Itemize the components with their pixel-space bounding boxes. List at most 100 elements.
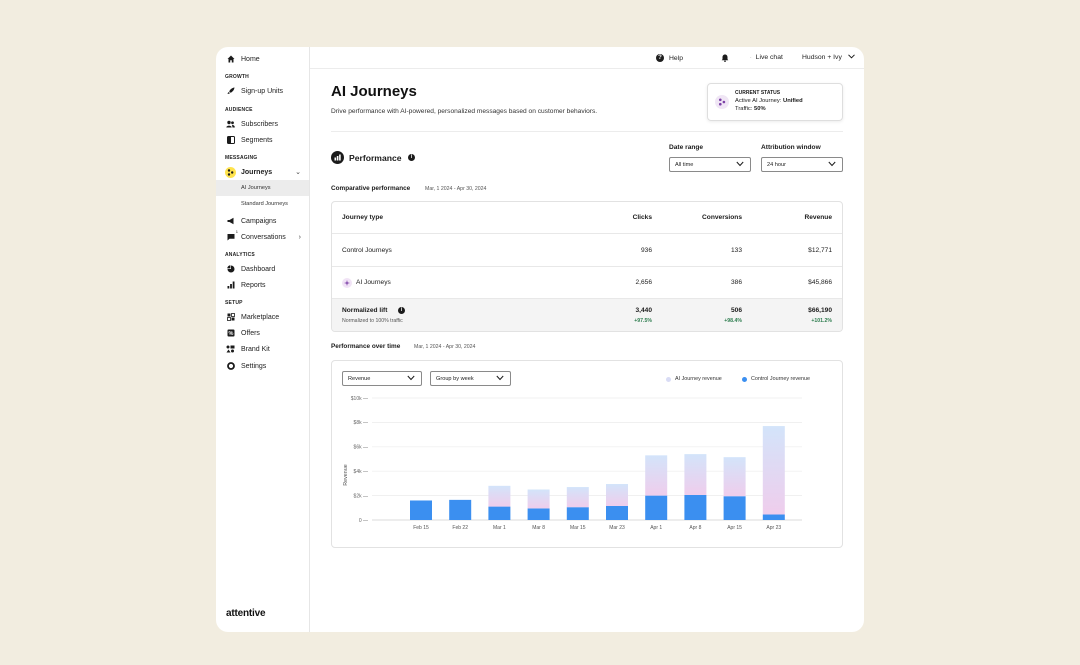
bar-control-7[interactable] xyxy=(684,494,707,520)
conversations-badge: 1 xyxy=(235,228,238,234)
normalized-lift-sub: Normalized to 100% traffic xyxy=(342,318,403,324)
sidebar-item-campaigns[interactable]: Campaigns xyxy=(216,213,309,229)
bar-control-5[interactable] xyxy=(606,505,628,520)
legend-swatch-ai xyxy=(666,376,671,382)
sidebar-item-home[interactable]: Home xyxy=(216,51,309,67)
x-tick-label: Apr 23 xyxy=(766,525,781,531)
bar-control-8[interactable] xyxy=(723,496,746,520)
offer-icon: % xyxy=(226,329,235,338)
status-active-prefix: Active AI Journey: xyxy=(735,98,784,104)
sidebar-item-label: Journeys xyxy=(241,168,273,176)
status-traffic-value: 50% xyxy=(754,106,766,112)
group-by-value: Group by week xyxy=(436,375,474,382)
group-by-select[interactable]: Group by week xyxy=(430,371,511,386)
x-tick-label: Mar 23 xyxy=(609,525,625,531)
help-button[interactable]: ? Help xyxy=(656,54,683,62)
chevron-down-icon[interactable]: ⌄ xyxy=(295,169,301,176)
sidebar-item-segments[interactable]: Segments xyxy=(216,132,309,148)
y-tick-label: $6k — xyxy=(354,445,368,451)
live-chat-button[interactable]: · Live chat xyxy=(750,54,783,61)
gear-icon xyxy=(226,362,235,371)
brand-logo: attentive xyxy=(226,608,266,619)
users-icon xyxy=(226,120,235,129)
grid-icon xyxy=(226,313,235,322)
x-tick-label: Apr 1 xyxy=(650,525,662,531)
sidebar-item-conversations[interactable]: 1 Conversations › xyxy=(216,229,309,245)
bar-control-3[interactable] xyxy=(527,508,550,520)
sidebar-item-marketplace[interactable]: Marketplace xyxy=(216,309,309,325)
performance-over-time-date: Mar, 1 2024 - Apr 30, 2024 xyxy=(414,344,476,350)
bar-control-0[interactable] xyxy=(410,500,432,520)
comparative-performance-title: Comparative performance xyxy=(331,185,411,192)
journey-type-cell: Control Journeys xyxy=(342,247,392,254)
help-icon: ? xyxy=(656,54,664,62)
bar-ai-8[interactable] xyxy=(723,457,746,497)
sidebar-item-ai-journeys[interactable]: AI Journeys xyxy=(216,180,309,196)
chevron-down-icon xyxy=(828,161,836,169)
sidebar-item-label: Marketplace xyxy=(241,313,280,321)
column-header: Journey type xyxy=(342,214,384,221)
page-title: AI Journeys xyxy=(331,83,417,100)
bar-control-6[interactable] xyxy=(645,495,668,520)
chat-dot-icon: · xyxy=(750,54,752,61)
account-menu[interactable]: Hudson + Ivy xyxy=(802,54,855,61)
info-icon[interactable]: i xyxy=(408,154,415,161)
date-range-select[interactable]: All time xyxy=(669,157,751,172)
ai-journey-icon xyxy=(715,95,729,109)
x-tick-label: Feb 22 xyxy=(452,525,468,531)
bar-control-9[interactable] xyxy=(762,514,785,520)
x-tick-label: Apr 8 xyxy=(689,525,701,531)
legend-label-ai: AI Journey revenue xyxy=(675,376,722,382)
normalized-lift-label: Normalized lift xyxy=(342,307,388,314)
bar-ai-7[interactable] xyxy=(684,454,707,495)
live-chat-label: Live chat xyxy=(755,54,783,61)
x-tick-label: Feb 15 xyxy=(413,525,429,531)
bar-ai-3[interactable] xyxy=(527,489,550,509)
sidebar-item-settings[interactable]: Settings xyxy=(216,358,309,374)
chevron-down-icon xyxy=(848,54,855,61)
revenue-cell: $12,771 xyxy=(808,247,832,254)
bar-ai-9[interactable] xyxy=(762,426,785,515)
sidebar-item-offers[interactable]: % Offers xyxy=(216,325,309,341)
sidebar-item-journeys[interactable]: Journeys ⌄ xyxy=(216,164,309,180)
bar-ai-5[interactable] xyxy=(606,484,628,506)
clicks-lift: +97.5% xyxy=(634,318,652,324)
bar-ai-6[interactable] xyxy=(645,455,668,496)
bar-control-4[interactable] xyxy=(566,507,589,520)
journeys-icon xyxy=(225,166,236,178)
info-icon[interactable]: i xyxy=(398,307,405,314)
metric-select[interactable]: Revenue xyxy=(342,371,422,386)
sidebar-item-label: Campaigns xyxy=(241,217,277,225)
chevron-down-icon xyxy=(736,161,744,169)
legend-item-ai: AI Journey revenue xyxy=(666,376,722,382)
total-clicks: 3,440 xyxy=(635,307,652,314)
sidebar-item-reports[interactable]: Reports xyxy=(216,277,309,293)
sidebar: Home GROWTH Sign-up Units AUDIENCE Subsc… xyxy=(216,47,310,632)
comparative-performance-date: Mar, 1 2024 - Apr 30, 2024 xyxy=(425,186,487,192)
chevron-right-icon[interactable]: › xyxy=(298,233,301,241)
bar-control-1[interactable] xyxy=(449,499,472,520)
bar-ai-4[interactable] xyxy=(566,487,589,508)
section-analytics: ANALYTICS xyxy=(225,252,255,258)
x-tick-label: Mar 1 xyxy=(493,525,506,531)
sidebar-item-dashboard[interactable]: Dashboard xyxy=(216,261,309,277)
sidebar-item-signup-units[interactable]: Sign-up Units xyxy=(216,83,309,99)
table-header-row: Journey type Clicks Conversions Revenue xyxy=(332,202,842,234)
attribution-window-select[interactable]: 24 hour xyxy=(761,157,843,172)
bar-control-2[interactable] xyxy=(488,506,511,520)
performance-icon xyxy=(331,151,344,164)
clicks-cell: 2,656 xyxy=(635,279,652,286)
bar-ai-2[interactable] xyxy=(488,485,511,507)
sidebar-item-brand-kit[interactable]: Brand Kit xyxy=(216,341,309,357)
conversions-lift: +98.4% xyxy=(724,318,742,324)
total-conversions: 506 xyxy=(730,307,742,314)
notifications-button[interactable] xyxy=(721,54,729,64)
sidebar-item-subscribers[interactable]: Subscribers xyxy=(216,116,309,132)
svg-text:%: % xyxy=(228,331,233,337)
sidebar-item-label: Subscribers xyxy=(241,120,278,128)
sidebar-item-standard-journeys[interactable]: Standard Journeys xyxy=(216,196,309,212)
sparkle-icon xyxy=(342,278,352,288)
bar-chart-icon xyxy=(226,281,235,290)
legend-swatch-control xyxy=(742,376,747,382)
column-header: Revenue xyxy=(804,214,833,221)
